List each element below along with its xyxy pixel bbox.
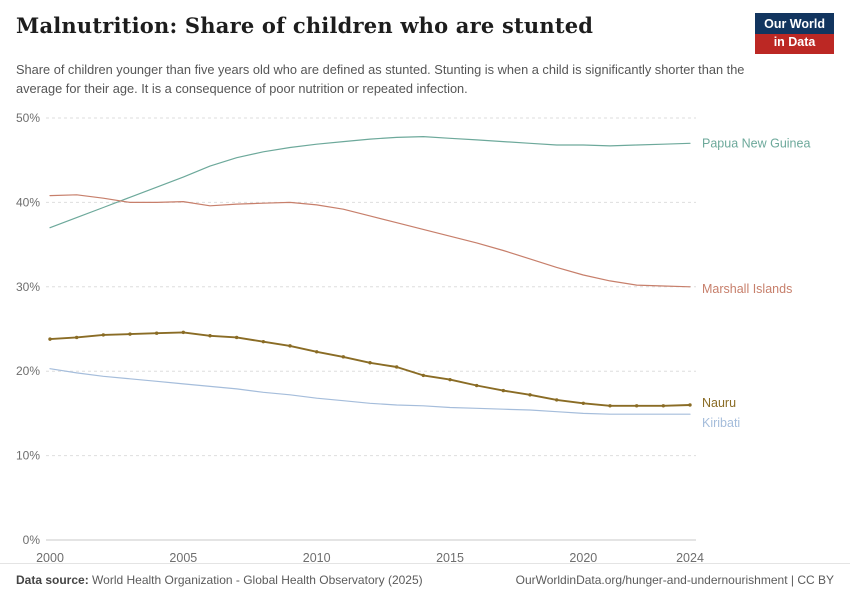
y-tick-label: 50%	[16, 111, 40, 125]
data-point-nauru	[288, 344, 292, 348]
y-tick-label: 0%	[23, 533, 41, 547]
x-tick-label: 2024	[676, 551, 704, 565]
data-point-nauru	[661, 404, 666, 408]
data-point-nauru	[154, 331, 159, 336]
y-tick-label: 20%	[16, 365, 40, 379]
series-label-nauru[interactable]: Nauru	[702, 396, 736, 410]
data-point-nauru	[74, 336, 79, 340]
data-point-nauru	[208, 334, 212, 338]
data-point-nauru	[394, 365, 399, 370]
data-point-nauru	[634, 404, 639, 408]
y-tick-label: 40%	[16, 196, 40, 210]
data-point-nauru	[501, 389, 506, 393]
series-line-marshall-islands[interactable]	[49, 194, 691, 288]
series-line-nauru[interactable]	[49, 331, 691, 408]
x-tick-label: 2005	[169, 551, 197, 565]
data-point-nauru	[48, 337, 52, 342]
x-tick-label: 2015	[436, 551, 464, 565]
data-point-nauru	[101, 333, 106, 337]
y-tick-label: 10%	[16, 449, 40, 463]
data-point-nauru	[314, 350, 319, 354]
line-chart: 0% 10% 20% 30% 40% 50% 2000 2005 2010 2015 2020 202…	[16, 111, 810, 565]
data-point-nauru	[261, 340, 266, 344]
y-tick-label: 30%	[16, 280, 40, 294]
data-point-nauru	[581, 401, 586, 406]
data-point-nauru	[341, 355, 346, 359]
data-point-nauru	[181, 331, 186, 335]
series-label-kiribati[interactable]: Kiribati	[702, 417, 740, 431]
series-label-marshall-islands[interactable]: Marshall Islands	[702, 282, 792, 296]
chart-footer: Data source: World Health Organization -…	[0, 563, 850, 600]
x-tick-label: 2010	[303, 551, 331, 565]
chart-header: Malnutrition: Share of children who are …	[0, 0, 850, 98]
data-point-nauru	[528, 393, 532, 397]
data-point-nauru	[688, 403, 692, 408]
owid-logo[interactable]: Our World in Data	[755, 13, 834, 55]
data-point-nauru	[128, 332, 132, 337]
data-point-nauru	[234, 336, 239, 340]
x-tick-label: 2020	[569, 551, 597, 565]
owid-logo-line1: Our World	[764, 17, 825, 31]
data-point-nauru	[448, 378, 452, 382]
data-point-nauru	[608, 404, 612, 408]
chart-area: 0% 10% 20% 30% 40% 50% 2000 2005 2010 2015 2020 202…	[0, 100, 850, 575]
attribution-link[interactable]: OurWorldinData.org/hunger-and-undernouri…	[515, 573, 834, 587]
chart-subtitle: Share of children younger than five year…	[16, 62, 745, 96]
data-source-label: Data source:	[16, 573, 89, 587]
data-point-nauru	[474, 384, 479, 388]
data-point-nauru	[421, 374, 426, 378]
data-source: Data source: World Health Organization -…	[16, 573, 423, 587]
data-source-text: World Health Organization - Global Healt…	[88, 573, 423, 587]
owid-logo-line2: in Data	[755, 33, 834, 55]
data-point-nauru	[554, 398, 559, 402]
x-tick-label: 2000	[36, 551, 64, 565]
series-line-papua-new-guinea[interactable]	[49, 136, 691, 229]
series-label-papua-new-guinea[interactable]: Papua New Guinea	[702, 137, 810, 151]
page-title: Malnutrition: Share of children who are …	[16, 13, 594, 38]
series-line-kiribati[interactable]	[49, 368, 691, 416]
data-point-nauru	[368, 361, 372, 365]
